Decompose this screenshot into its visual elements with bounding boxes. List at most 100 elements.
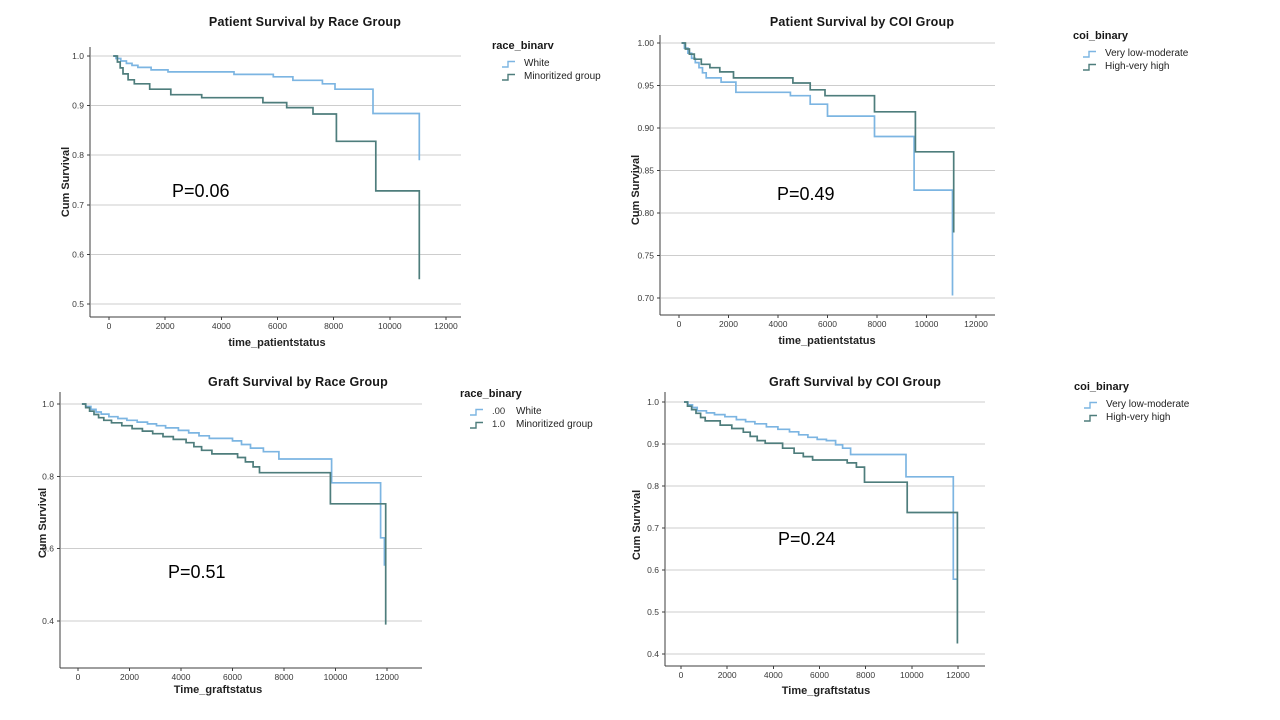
legend-entry-label: Minoritized group <box>516 419 593 430</box>
legend-entry: High-very high <box>1082 60 1188 73</box>
x-tick-label: 8000 <box>868 319 887 329</box>
survival-curve-very-low-moderate <box>684 401 958 581</box>
p-value-annotation-patient-race: P=0.06 <box>172 181 230 201</box>
y-tick-label: 0.8 <box>72 150 84 160</box>
legend-entry-label: White <box>524 58 550 69</box>
legend-value-label: 1.0 <box>492 419 506 430</box>
legend-entry: Very low-moderate <box>1083 398 1189 411</box>
y-tick-label: 0.70 <box>637 293 654 303</box>
y-tick-label: 1.0 <box>42 399 54 409</box>
survival-curve-very-low-moderate <box>681 42 954 296</box>
x-tick-label: 10000 <box>915 319 939 329</box>
chart-title-patient-coi: Patient Survival by COI Group <box>769 15 955 29</box>
x-tick-label: 12000 <box>434 321 458 331</box>
legend-entries: Very low-moderate High-very high <box>1074 398 1189 424</box>
legend-step-line-icon <box>1083 63 1096 71</box>
x-axis-label-patient-coi: time_patientstatus <box>778 335 876 347</box>
y-axis-label-graft-coi: Cum Survival <box>631 489 643 561</box>
survival-curve-high-very-high <box>681 42 955 233</box>
y-tick-label: 0.9 <box>72 101 84 111</box>
y-tick-label: 0.6 <box>647 565 659 575</box>
legend-entry: White <box>501 57 601 70</box>
x-axis-label-graft-race: Time_graftstatus <box>173 684 263 696</box>
y-tick-label: 0.5 <box>647 607 659 617</box>
y-tick-label: 0.4 <box>647 649 659 659</box>
y-tick-label: 0.4 <box>42 616 54 626</box>
legend-title: race_binarv <box>492 40 554 52</box>
legend-entries: White Minoritized group <box>492 57 601 83</box>
y-tick-label: 0.8 <box>42 471 54 481</box>
x-tick-label: 8000 <box>275 672 294 682</box>
x-tick-label: 2000 <box>156 321 175 331</box>
chart-title-graft-race: Graft Survival by Race Group <box>208 375 388 389</box>
y-tick-label: 0.6 <box>72 249 84 259</box>
legend-entry-label: Very low-moderate <box>1106 399 1190 410</box>
y-tick-label: 0.90 <box>637 123 654 133</box>
legend-graft-coi: coi_binary Very low-moderate High-very hi… <box>1074 381 1189 424</box>
x-tick-label: 12000 <box>375 672 399 682</box>
x-tick-label: 2000 <box>719 319 738 329</box>
x-tick-label: 12000 <box>964 319 988 329</box>
legend-title: coi_binary <box>1074 381 1130 393</box>
x-tick-label: 4000 <box>764 670 783 680</box>
legend-patient-coi: coi_binary Very low-moderate High-very hi… <box>1073 30 1188 73</box>
legend-entries: Very low-moderate High-very high <box>1073 47 1188 73</box>
x-tick-label: 2000 <box>718 670 737 680</box>
legend-step-line-icon <box>1084 414 1097 422</box>
chart-title-patient-race: Patient Survival by Race Group <box>208 15 402 29</box>
legend-entry: 1.0 Minoritized group <box>469 418 593 431</box>
x-axis-label-graft-coi: Time_graftstatus <box>781 685 871 697</box>
legend-title: coi_binary <box>1073 30 1129 42</box>
y-tick-label: 0.95 <box>637 81 654 91</box>
x-tick-label: 6000 <box>818 319 837 329</box>
legend-entry: .00 White <box>469 405 593 418</box>
legend-step-line-icon <box>1083 50 1096 58</box>
legend-step-line-icon <box>470 421 483 429</box>
y-tick-label: 1.0 <box>647 397 659 407</box>
y-tick-label: 0.85 <box>637 166 654 176</box>
chart-title-graft-coi: Graft Survival by COI Group <box>768 375 942 389</box>
legend-step-line-icon <box>502 60 515 68</box>
survival-curve-minoritized-group <box>81 403 387 625</box>
x-tick-label: 4000 <box>212 321 231 331</box>
x-tick-label: 0 <box>76 672 81 682</box>
p-value-annotation-patient-coi: P=0.49 <box>777 184 835 204</box>
y-tick-label: 1.00 <box>637 38 654 48</box>
legend-entry-label: Minoritized group <box>524 71 601 82</box>
p-value-annotation-graft-coi: P=0.24 <box>778 529 836 549</box>
legend-entry: Very low-moderate <box>1082 47 1188 60</box>
y-tick-label: 1.0 <box>72 51 84 61</box>
legend-entry-label: High-very high <box>1105 61 1170 72</box>
y-tick-label: 0.8 <box>647 481 659 491</box>
legend-entry-label: High-very high <box>1106 412 1171 423</box>
legend-entry-label: Very low-moderate <box>1105 48 1189 59</box>
survival-curve-high-very-high <box>684 401 959 644</box>
x-tick-label: 10000 <box>324 672 348 682</box>
x-tick-label: 6000 <box>223 672 242 682</box>
y-tick-label: 0.80 <box>637 208 654 218</box>
y-axis-label-patient-race: Cum Survival <box>60 146 72 218</box>
legend-entry: High-very high <box>1083 411 1189 424</box>
x-tick-label: 0 <box>107 321 112 331</box>
legend-title: race_binary <box>460 388 522 400</box>
x-tick-label: 10000 <box>900 670 924 680</box>
x-tick-label: 4000 <box>769 319 788 329</box>
legend-entries: .00 White 1.0 Minoritized group <box>460 405 593 431</box>
x-tick-label: 8000 <box>324 321 343 331</box>
x-tick-label: 8000 <box>856 670 875 680</box>
y-tick-label: 0.6 <box>42 544 54 554</box>
x-tick-label: 4000 <box>172 672 191 682</box>
p-value-annotation-graft-race: P=0.51 <box>168 562 226 582</box>
legend-entry: Minoritized group <box>501 70 601 83</box>
survival-curve-white <box>81 403 386 566</box>
y-tick-label: 0.5 <box>72 299 84 309</box>
x-tick-label: 6000 <box>810 670 829 680</box>
x-tick-label: 10000 <box>378 321 402 331</box>
legend-entry-label: White <box>516 406 542 417</box>
y-tick-label: 0.7 <box>647 523 659 533</box>
x-tick-label: 12000 <box>946 670 970 680</box>
legend-step-line-icon <box>470 408 483 416</box>
legend-step-line-icon <box>502 73 515 81</box>
legend-step-line-icon <box>1084 401 1097 409</box>
survival-curve-minoritized-group <box>113 55 421 280</box>
